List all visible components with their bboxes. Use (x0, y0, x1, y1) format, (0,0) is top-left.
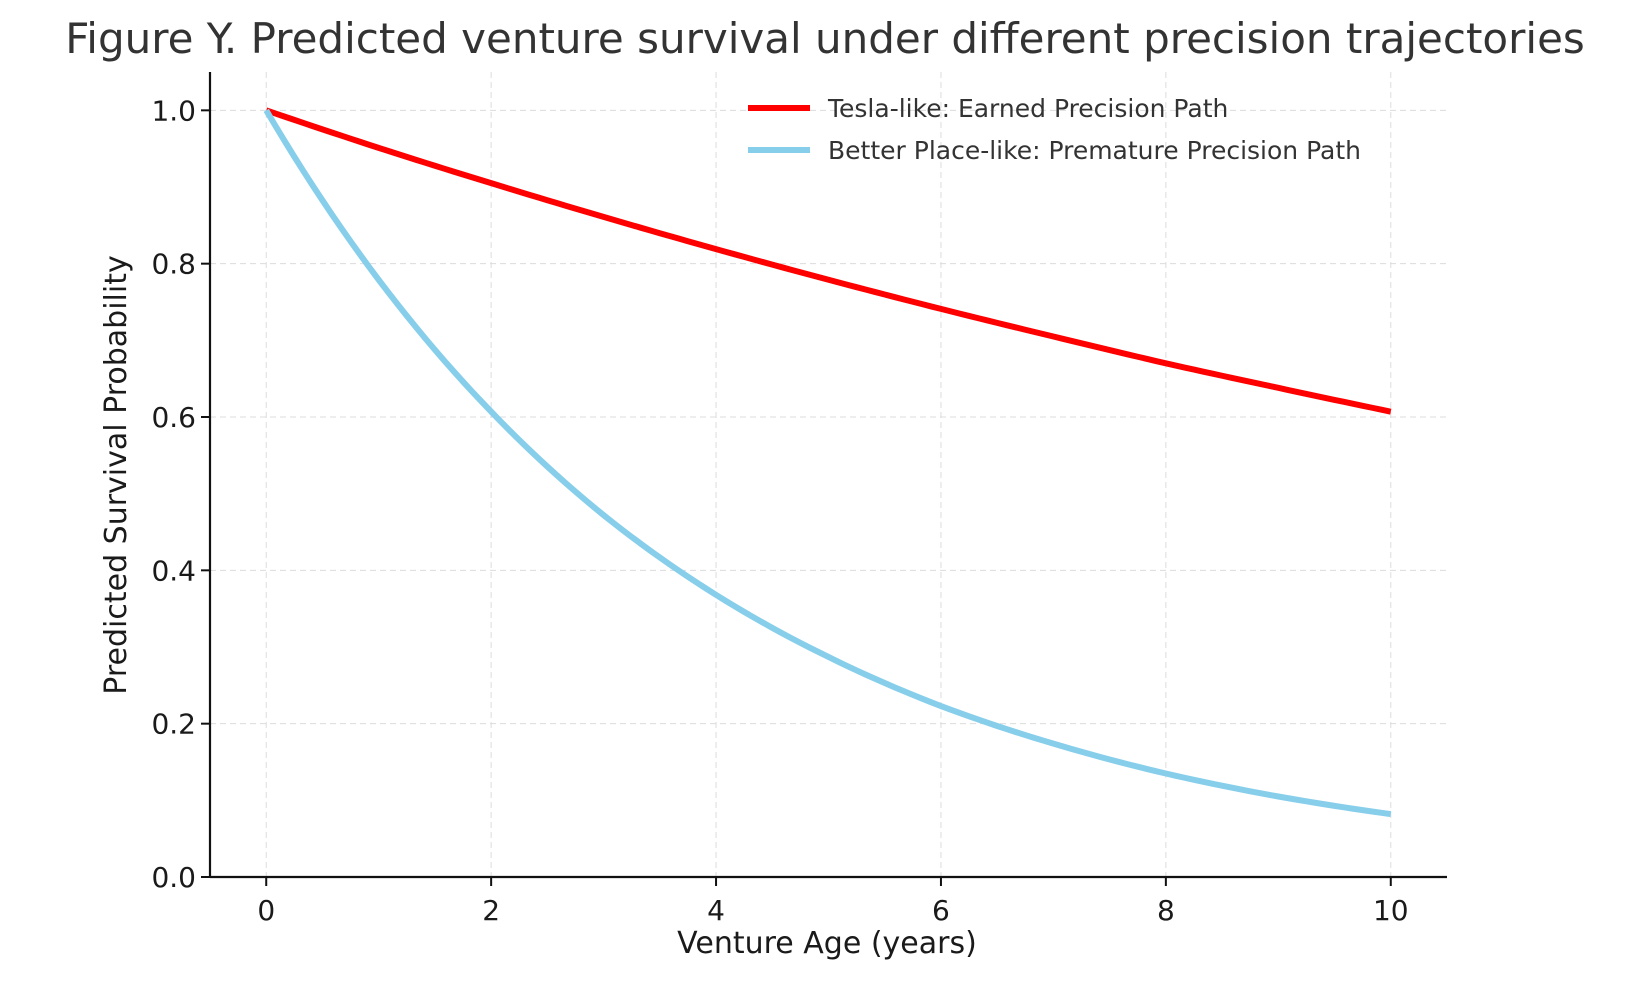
x-axis-label: Venture Age (years) (677, 926, 977, 961)
y-tick-label: 0.6 (151, 401, 196, 434)
x-tick-label: 4 (707, 894, 725, 927)
legend: Tesla-like: Earned Precision Path Better … (748, 94, 1361, 165)
x-tick-label: 6 (932, 894, 950, 927)
chart-title: Figure Y. Predicted venture survival und… (65, 14, 1585, 63)
x-tick-label: 10 (1373, 894, 1409, 927)
legend-label-1: Tesla-like: Earned Precision Path (827, 94, 1228, 123)
legend-label-2: Better Place-like: Premature Precision P… (828, 136, 1361, 165)
y-tick-label: 0.0 (151, 861, 196, 894)
series-layer (263, 107, 1392, 818)
ticks-layer: 0 2 4 6 8 10 0.0 0.2 0.4 0.6 0.8 1.0 (151, 94, 1408, 927)
x-tick-label: 0 (257, 894, 275, 927)
series-line-1 (265, 107, 1392, 415)
series-line-2 (263, 108, 1392, 818)
axes-layer (208, 72, 1447, 879)
grid-layer (210, 72, 1447, 878)
y-tick-label: 0.8 (151, 248, 196, 281)
y-axis-label: Predicted Survival Probability (99, 255, 134, 694)
x-tick-label: 2 (482, 894, 500, 927)
y-tick-label: 0.4 (151, 554, 196, 587)
y-tick-label: 1.0 (151, 94, 196, 127)
y-tick-label: 0.2 (151, 708, 196, 741)
x-tick-label: 8 (1157, 894, 1175, 927)
